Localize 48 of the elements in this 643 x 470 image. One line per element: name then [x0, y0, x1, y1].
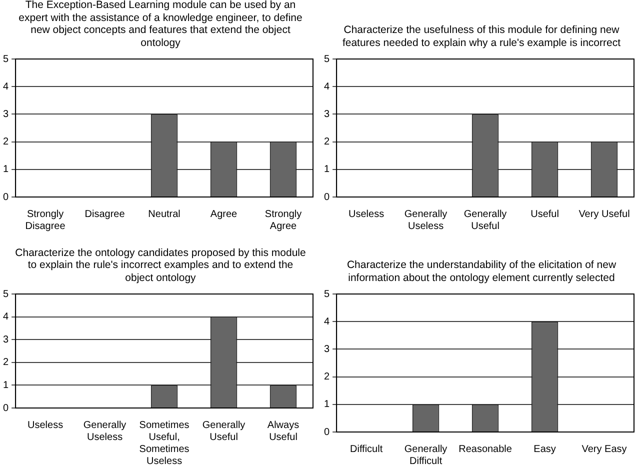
- x-tick-label: Generally Useful: [464, 208, 507, 232]
- x-tick-label: Easy: [534, 444, 556, 455]
- x-tick-label: Neutral: [148, 208, 180, 220]
- y-tick-label: 4: [324, 316, 330, 328]
- x-tick-label: Always Useful: [267, 420, 300, 443]
- x-tick-label: Difficult: [350, 444, 383, 455]
- y-tick-label: 2: [3, 357, 9, 368]
- x-tick-label: Useful: [530, 208, 559, 220]
- y-tick-label: 1: [324, 164, 330, 176]
- x-tick-label: Sometimes Useful, Sometimes Useless: [139, 420, 190, 467]
- y-tick-label: 5: [3, 54, 9, 65]
- y-tick-label: 0: [3, 402, 9, 414]
- x-tick-label: Strongly Agree: [264, 208, 302, 232]
- chart-title: Characterize the usefulness of this module for defining new features needed to explain why a rule's example is incorrect: [341, 23, 622, 50]
- y-tick-label: 1: [3, 380, 9, 391]
- x-tick-label: Generally Useful: [202, 420, 246, 443]
- y-tick-label: 0: [324, 426, 330, 438]
- x-tick-label: Generally Useless: [404, 208, 448, 232]
- y-tick-label: 5: [324, 288, 330, 300]
- y-tick-label: 0: [324, 192, 330, 203]
- x-tick-label: Strongly Disagree: [25, 208, 66, 232]
- y-tick-label: 1: [3, 164, 9, 176]
- x-tick-label: Very Useful: [578, 208, 630, 220]
- y-tick-label: 2: [324, 136, 330, 148]
- chart-title: Characterize the understandability of the elicitation of new information about the ontology element currently selected: [346, 258, 618, 285]
- y-tick-label: 5: [324, 54, 330, 65]
- x-tick-label: Generally Useless: [83, 420, 126, 443]
- chart-title: Characterize the ontology candidates proposed by this module to explain the rule's incorrect examples and to extend the object ontology: [14, 246, 307, 285]
- x-tick-label: Agree: [210, 208, 238, 220]
- y-tick-label: 0: [3, 192, 9, 203]
- y-tick-label: 4: [3, 81, 9, 92]
- y-tick-label: 1: [324, 399, 330, 410]
- y-tick-label: 3: [3, 108, 9, 120]
- y-tick-label: 3: [3, 334, 9, 346]
- x-tick-label: Useless: [28, 420, 64, 431]
- y-tick-label: 4: [3, 312, 9, 323]
- y-tick-label: 5: [3, 288, 9, 300]
- y-tick-label: 3: [324, 344, 330, 355]
- x-tick-label: Disagree: [84, 208, 126, 220]
- x-tick-label: Reasonable: [458, 444, 512, 455]
- y-tick-label: 4: [324, 81, 330, 92]
- y-tick-label: 2: [324, 372, 330, 383]
- x-tick-label: Generally Difficult: [404, 444, 448, 467]
- x-tick-label: Very Easy: [582, 444, 627, 455]
- x-tick-label: Useless: [348, 208, 384, 220]
- chart-title: The Exception-Based Learning module can be used by an expert with the assistance of a knowledge engineer, to define new object concepts and features that extend the object ontology: [18, 0, 304, 50]
- y-tick-label: 2: [3, 136, 9, 148]
- y-tick-label: 3: [324, 108, 330, 120]
